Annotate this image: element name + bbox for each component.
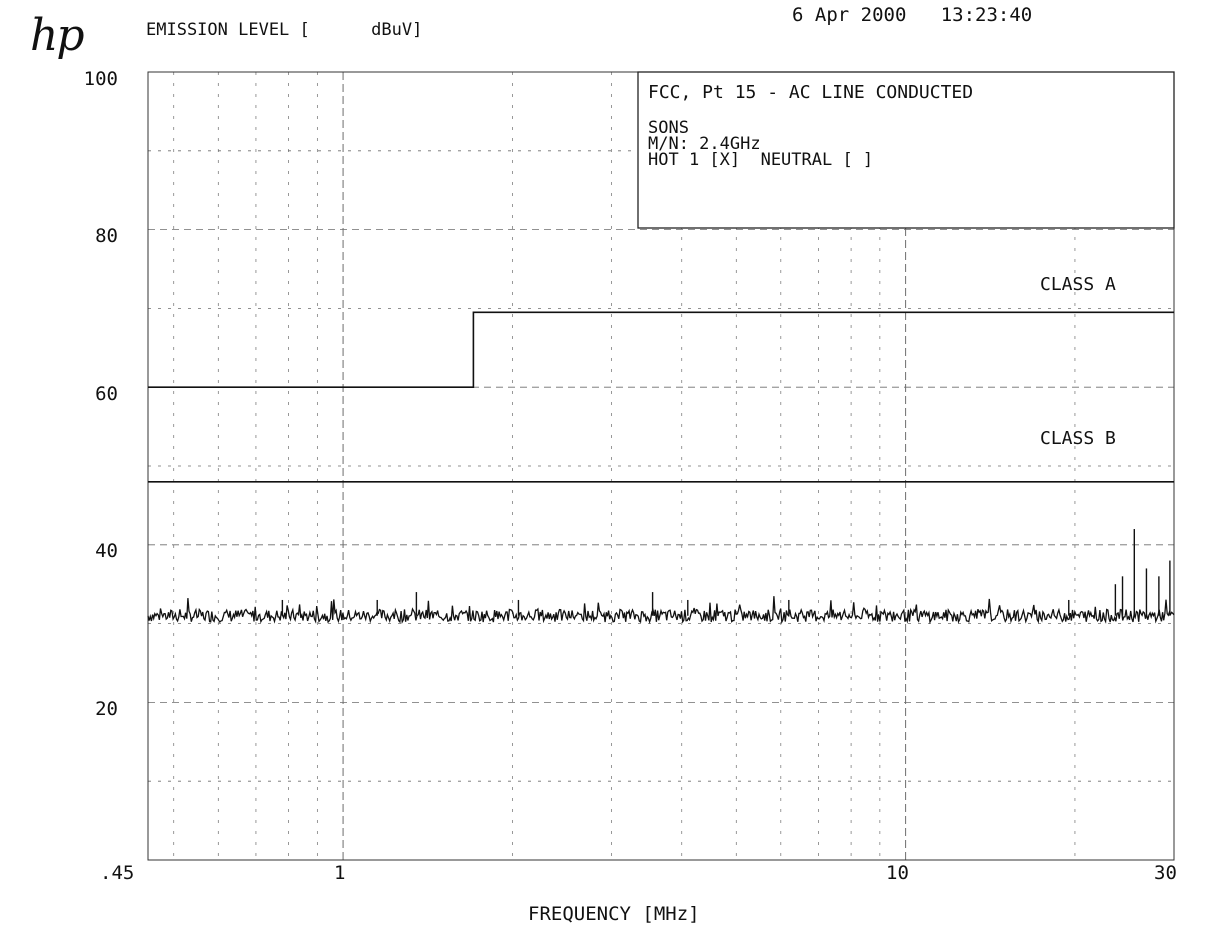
info-box-frame [637, 71, 1175, 229]
y-tick-label-60: 60 [95, 383, 118, 405]
y-tick-label-80: 80 [95, 225, 118, 247]
limit-line-class-a [148, 311, 1174, 388]
info-box-title: FCC, Pt 15 - AC LINE CONDUCTED [648, 82, 974, 103]
info-box-line-3: HOT 1 [X] NEUTRAL [ ] [648, 150, 874, 170]
info-box-line-1: SONS [648, 118, 689, 138]
x-tick-label-0-45: .45 [100, 862, 135, 884]
x-tick-label-30: 30 [1154, 862, 1177, 884]
x-tick-label-1: 1 [334, 862, 346, 884]
y-tick-label-20: 20 [95, 698, 118, 720]
x-tick-label-10: 10 [886, 862, 909, 884]
y-tick-label-40: 40 [95, 540, 118, 562]
emission-trace [147, 529, 1175, 625]
class-a-label: CLASS A [1040, 274, 1116, 295]
limit-lines [148, 311, 1174, 483]
hp-logo: hp [30, 10, 84, 61]
grid [148, 72, 1174, 860]
date-time-stamp: 6 Apr 2000 13:23:40 [792, 4, 1033, 26]
info-box-line-2: M/N: 2.4GHz [648, 134, 761, 154]
emission-noise-trace [147, 596, 1175, 625]
class-b-label: CLASS B [1040, 428, 1116, 449]
x-axis-title: FREQUENCY [MHz] [528, 903, 700, 925]
y-axis-title: EMISSION LEVEL [ dBuV] [146, 20, 423, 40]
y-tick-label-100: 100 [83, 68, 118, 90]
